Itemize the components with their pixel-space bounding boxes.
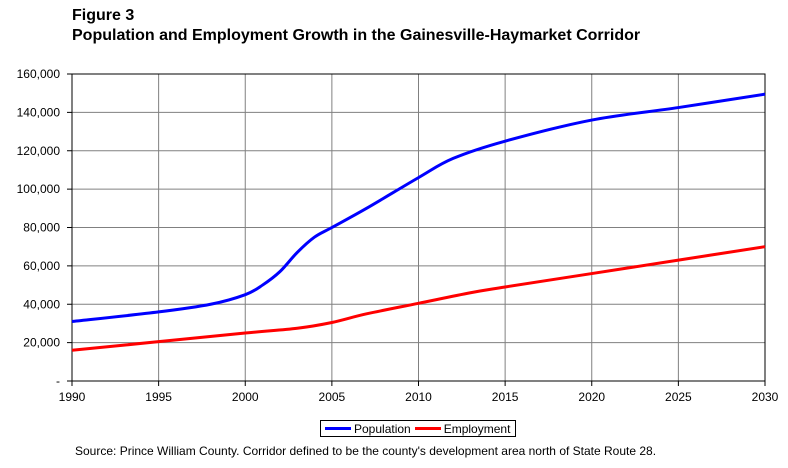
x-tick-label: 2000 (232, 390, 259, 404)
y-tick-label: 80,000 (23, 221, 60, 235)
x-tick-label: 2025 (665, 390, 692, 404)
y-tick-label: 100,000 (17, 182, 61, 196)
legend-swatch-employment (414, 427, 441, 430)
x-axis: 1990 1995 2000 2005 2010 2015 2020 2025 2030 (59, 381, 779, 404)
legend-label-population: Population (354, 421, 411, 436)
chart-title: Population and Employment Growth in the … (72, 27, 641, 44)
series-line-employment (71, 245, 766, 352)
x-tick-label: 2005 (319, 390, 346, 404)
x-tick-label: 1990 (59, 390, 86, 404)
source-note: Source: Prince William County. Corridor … (75, 444, 657, 458)
series-line-population (71, 92, 766, 324)
grid-lines (72, 74, 765, 381)
legend: Population Employment (320, 420, 516, 437)
x-tick-label: 2020 (578, 390, 605, 404)
y-tick-label: 160,000 (17, 67, 61, 81)
legend-label-employment: Employment (443, 421, 511, 436)
figure-label: Figure 3 (72, 7, 135, 24)
legend-swatch-population (325, 427, 351, 430)
x-tick-label: 2010 (405, 390, 432, 404)
y-tick-label: 20,000 (23, 336, 60, 350)
y-tick-label: 140,000 (17, 105, 61, 119)
y-tick-label: 60,000 (23, 259, 60, 273)
y-axis: - 20,000 40,000 60,000 80,000 100,000 120,000 1… (17, 67, 72, 388)
y-tick-label: 120,000 (17, 144, 61, 158)
y-tick-label: - (56, 374, 60, 388)
y-tick-label: 40,000 (23, 297, 60, 311)
x-tick-label: 1995 (145, 390, 172, 404)
series-lines (71, 92, 766, 352)
x-tick-label: 2030 (752, 390, 779, 404)
x-tick-label: 2015 (492, 390, 519, 404)
legend-entry-population: Population (325, 422, 411, 436)
legend-entry-employment: Employment (414, 421, 511, 436)
